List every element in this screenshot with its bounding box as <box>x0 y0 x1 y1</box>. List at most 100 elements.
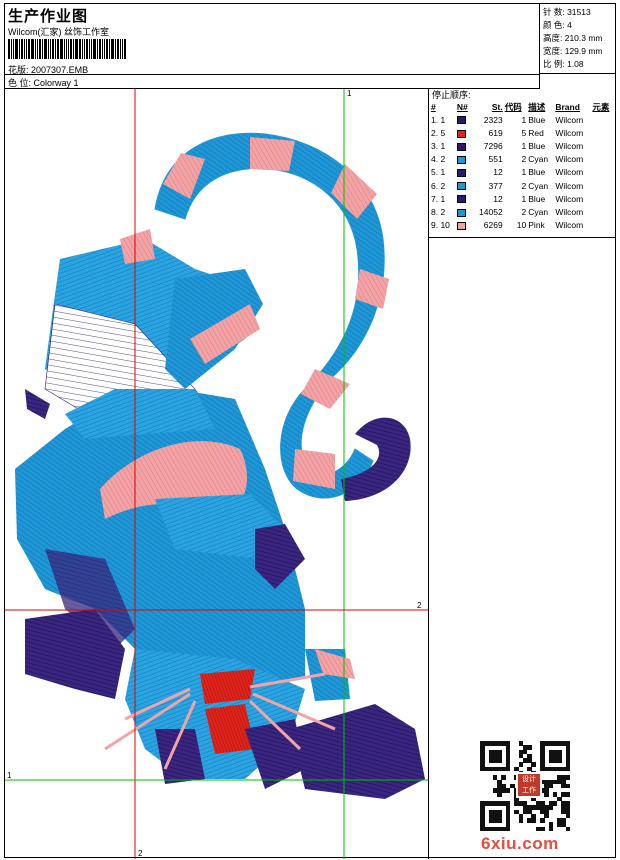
design-label: 花版: <box>8 65 29 75</box>
green-vertical-guide-label: 1 <box>347 89 352 98</box>
row-swatch-cell <box>456 113 472 126</box>
table-row[interactable]: 3. 1 7296 1 Blue Wilcom <box>430 139 615 152</box>
row-desc: Blue <box>528 114 546 125</box>
table-row[interactable]: 2. 5 619 5 Red Wilcom <box>430 126 615 139</box>
design-stats: 针 数: 31513 颜 色: 4 高度: 210.3 mm 宽度: 129.9… <box>540 4 615 74</box>
row-desc: Cyan <box>528 180 549 191</box>
color-swatch <box>456 208 466 217</box>
row-code: 5 <box>521 127 527 138</box>
color-swatch <box>456 169 466 178</box>
row-swatch-cell <box>456 166 472 179</box>
production-sheet: 生产作业图 Wilcom(汇家) 丝饰工作室 花版: 2007307.EMB 色… <box>4 3 616 859</box>
row-desc: Blue <box>528 193 546 204</box>
row-code: 1 <box>521 167 527 178</box>
row-desc: Blue <box>528 140 546 151</box>
table-row[interactable]: 4. 2 551 2 Cyan Wilcom <box>430 153 615 166</box>
table-row[interactable]: 9. 10 6269 10 Pink Wilcom <box>430 219 615 232</box>
table-row[interactable]: 1. 1 2323 1 Blue Wilcom <box>430 113 615 126</box>
studio-name: Wilcom(汇家) 丝饰工作室 <box>8 27 109 37</box>
color-swatch <box>456 129 466 138</box>
col-brand: Brand <box>555 102 580 112</box>
col-element: 元素 <box>592 102 610 112</box>
col-seq: # <box>431 102 436 112</box>
col-stitches: St. <box>491 102 503 112</box>
row-element <box>591 179 615 192</box>
row-seq: 6. 2 <box>431 180 446 191</box>
stitch-count: 针 数: 31513 <box>543 7 591 17</box>
design-width: 宽度: 129.9 mm <box>543 46 603 56</box>
design-canvas[interactable]: 1 2 1 2 <box>5 89 429 859</box>
row-swatch-cell <box>456 126 472 139</box>
header-divider <box>5 74 540 75</box>
row-code: 10 <box>516 220 527 231</box>
row-element <box>591 126 615 139</box>
row-stitches: 14052 <box>479 206 503 217</box>
row-desc: Cyan <box>528 154 549 165</box>
row-brand: Wilcom <box>555 114 584 125</box>
row-swatch-cell <box>456 139 472 152</box>
barcode <box>8 39 143 59</box>
col-desc: 描述 <box>528 102 546 112</box>
guide-lines <box>5 89 428 859</box>
row-brand: Wilcom <box>555 154 584 165</box>
stop-sequence-table: # N# St. 代码 描述 Brand 元素 1. 1 2323 1 Blue Wil… <box>430 101 615 232</box>
row-brand: Wilcom <box>555 127 584 138</box>
row-brand: Wilcom <box>555 140 584 151</box>
row-code: 2 <box>521 180 527 191</box>
row-seq: 2. 5 <box>431 127 446 138</box>
color-swatch <box>456 142 466 151</box>
row-code: 1 <box>521 114 527 125</box>
row-swatch-cell <box>456 219 472 232</box>
row-brand: Wilcom <box>555 193 584 204</box>
row-seq: 1. 1 <box>431 114 446 125</box>
row-element <box>591 139 615 152</box>
row-stitches: 2323 <box>483 114 503 125</box>
row-brand: Wilcom <box>555 180 584 191</box>
tiger-head <box>25 609 425 799</box>
seal-stamp: 设计 工作 <box>516 772 542 798</box>
row-code: 2 <box>521 206 527 217</box>
row-code: 1 <box>521 193 527 204</box>
row-stitches: 619 <box>488 127 503 138</box>
table-header-row: # N# St. 代码 描述 Brand 元素 <box>430 101 615 113</box>
row-code: 1 <box>521 140 527 151</box>
design-file-row: 花版: 2007307.EMB <box>8 63 88 76</box>
table-bottom-divider <box>429 237 615 238</box>
color-swatch <box>456 221 466 230</box>
colorway-row: 色 位: Colorway 1 <box>8 76 79 89</box>
row-desc: Blue <box>528 167 546 178</box>
embroidery-preview <box>5 89 428 859</box>
site-logo[interactable]: 6xiu.com <box>481 834 559 853</box>
page-title: 生产作业图 <box>8 8 89 25</box>
row-element <box>591 192 615 205</box>
row-stitches: 6269 <box>483 220 503 231</box>
colorway-value: Colorway 1 <box>33 78 79 88</box>
row-seq: 5. 1 <box>431 167 446 178</box>
table-row[interactable]: 7. 1 12 1 Blue Wilcom <box>430 192 615 205</box>
row-swatch-cell <box>456 192 472 205</box>
col-code: 代码 <box>504 102 522 112</box>
row-stitches: 377 <box>488 180 503 191</box>
color-swatch <box>456 182 466 191</box>
row-seq: 3. 1 <box>431 140 446 151</box>
row-seq: 4. 2 <box>431 154 446 165</box>
stop-sequence-title: 停止顺序: <box>432 90 471 100</box>
red-vertical-guide-label: 2 <box>138 849 143 858</box>
color-count: 颜 色: 4 <box>543 20 572 30</box>
table-row[interactable]: 8. 2 14052 2 Cyan Wilcom <box>430 205 615 218</box>
row-brand: Wilcom <box>555 167 584 178</box>
table-row[interactable]: 6. 2 377 2 Cyan Wilcom <box>430 179 615 192</box>
row-stitches: 12 <box>493 193 503 204</box>
row-element <box>591 113 615 126</box>
row-brand: Wilcom <box>555 220 584 231</box>
row-seq: 9. 10 <box>431 220 450 231</box>
row-stitches: 12 <box>493 167 503 178</box>
red-horizontal-guide-label: 2 <box>417 601 422 610</box>
header-info: 生产作业图 Wilcom(汇家) 丝饰工作室 花版: 2007307.EMB 色… <box>5 4 540 89</box>
green-horizontal-guide-label: 1 <box>7 771 12 780</box>
table-row[interactable]: 5. 1 12 1 Blue Wilcom <box>430 166 615 179</box>
row-swatch-cell <box>456 205 472 218</box>
row-desc: Cyan <box>528 206 549 217</box>
stop-sequence-panel: 停止顺序: # N# St. 代码 描述 Brand 元素 1. 1 2323 1 B… <box>429 74 615 859</box>
row-swatch-cell <box>456 153 472 166</box>
